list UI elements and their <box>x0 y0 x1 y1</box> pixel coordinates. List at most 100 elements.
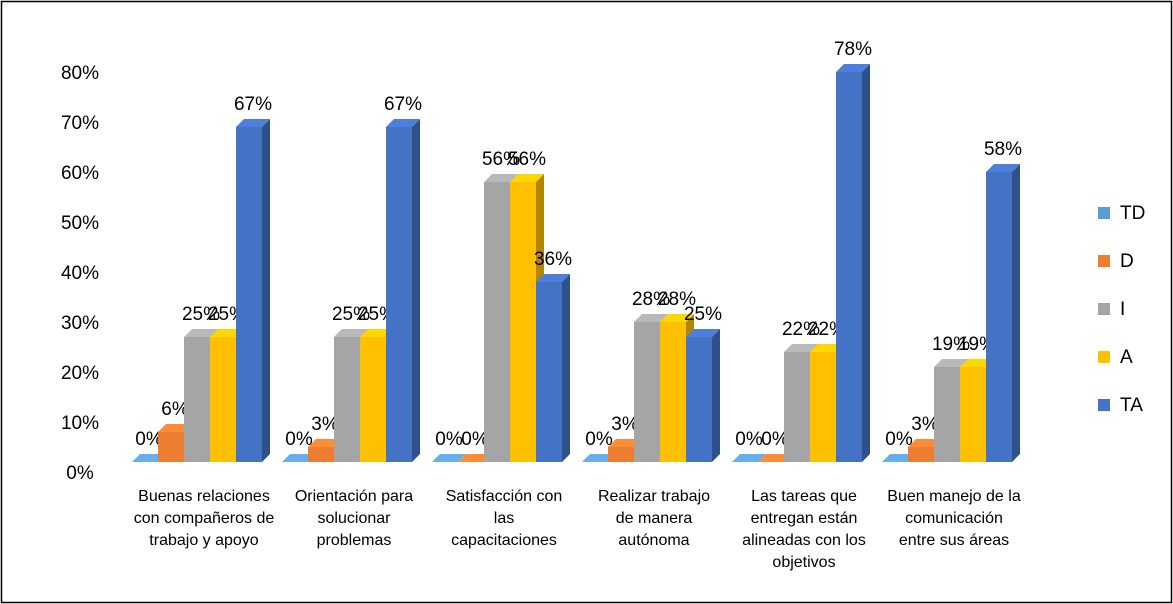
data-label: 22% <box>782 319 820 340</box>
x-tick-label: Las tareas que entregan están alineadas co… <box>742 488 866 571</box>
bar-top <box>882 454 916 462</box>
bar-side <box>862 64 870 462</box>
data-label: 58% <box>984 139 1022 160</box>
data-label: 0% <box>461 429 489 450</box>
bar <box>810 352 836 462</box>
bar-top <box>960 359 994 367</box>
data-label: 0% <box>885 429 913 450</box>
data-label: 67% <box>234 94 272 115</box>
y-tick-label: 60% <box>61 163 99 184</box>
bar <box>184 337 210 462</box>
bar <box>510 182 536 462</box>
bar-top <box>582 454 616 462</box>
data-label: 0% <box>135 429 163 450</box>
bar-top <box>758 454 792 462</box>
legend-label: TD <box>1120 203 1145 224</box>
bar <box>986 172 1012 462</box>
y-tick-label: 70% <box>61 113 99 134</box>
legend-swatch <box>1098 399 1110 411</box>
y-tick-label: 80% <box>61 63 99 84</box>
bar-top <box>686 329 720 337</box>
data-label: 25% <box>332 304 370 325</box>
legend-swatch <box>1098 255 1110 267</box>
bar <box>484 182 510 462</box>
bar-top <box>986 164 1020 172</box>
data-label: 0% <box>435 429 463 450</box>
data-label: 3% <box>311 414 339 435</box>
data-label: 0% <box>735 429 763 450</box>
data-label: 3% <box>611 414 639 435</box>
data-label: 3% <box>911 414 939 435</box>
y-tick-label: 30% <box>61 313 99 334</box>
bar-top <box>360 329 394 337</box>
bar-top <box>282 454 316 462</box>
bar <box>536 282 562 462</box>
bar <box>158 432 184 462</box>
bar-side <box>412 119 420 462</box>
bar <box>634 322 660 462</box>
bar <box>210 337 236 462</box>
x-tick-label: Buen manejo de la comunicación entre sus á… <box>887 488 1021 549</box>
bar <box>908 447 934 462</box>
bar-side <box>1012 164 1020 462</box>
x-tick-label: Realizar trabajo de manera autónoma <box>598 488 710 549</box>
bar <box>308 447 334 462</box>
data-label: 19% <box>932 334 970 355</box>
bar-top <box>934 359 968 367</box>
bar-top <box>236 119 270 127</box>
bar-side <box>262 119 270 462</box>
data-label: 67% <box>384 94 422 115</box>
legend-swatch <box>1098 303 1110 315</box>
bar-top <box>458 454 492 462</box>
bar-top <box>308 439 342 447</box>
data-label: 78% <box>834 39 872 60</box>
bar-top <box>184 329 218 337</box>
bar-top <box>784 344 818 352</box>
bar-top <box>536 274 570 282</box>
bar <box>386 127 412 462</box>
legend-swatch <box>1098 351 1110 363</box>
y-tick-label: 0% <box>66 463 94 484</box>
data-label: 0% <box>761 429 789 450</box>
bar <box>686 337 712 462</box>
bar-top <box>510 174 544 182</box>
x-tick-label: Buenas relaciones con compañeros de trabaj… <box>134 488 275 549</box>
bar-top <box>836 64 870 72</box>
bar-top <box>660 314 694 322</box>
data-label: 0% <box>285 429 313 450</box>
bar-top <box>908 439 942 447</box>
bar-top <box>634 314 668 322</box>
bar <box>360 337 386 462</box>
data-label: 28% <box>658 289 696 310</box>
data-label: 56% <box>508 149 546 170</box>
legend-label: A <box>1120 347 1133 368</box>
y-tick-label: 40% <box>61 263 99 284</box>
y-tick-label: 20% <box>61 363 99 384</box>
data-label: 36% <box>534 249 572 270</box>
bar-top <box>210 329 244 337</box>
bar <box>608 447 634 462</box>
bar <box>334 337 360 462</box>
legend-label: D <box>1120 251 1134 272</box>
data-label: 25% <box>684 304 722 325</box>
y-tick-label: 10% <box>61 413 99 434</box>
x-tick-label: Satisfacción con las capacitaciones <box>446 488 563 549</box>
bar-top <box>732 454 766 462</box>
data-label: 56% <box>482 149 520 170</box>
bar-top <box>132 454 166 462</box>
legend-label: TA <box>1120 395 1143 416</box>
legend-label: I <box>1120 299 1125 320</box>
data-label: 0% <box>585 429 613 450</box>
bar-side <box>562 274 570 462</box>
bar <box>960 367 986 462</box>
bar <box>836 72 862 462</box>
bar-top <box>810 344 844 352</box>
bar-top <box>432 454 466 462</box>
data-label: 6% <box>161 399 189 420</box>
bar-top <box>608 439 642 447</box>
bar-side <box>712 329 720 462</box>
x-tick-label: Orientación para solucionar problemas <box>295 488 413 549</box>
data-label: 28% <box>632 289 670 310</box>
bar-top <box>334 329 368 337</box>
